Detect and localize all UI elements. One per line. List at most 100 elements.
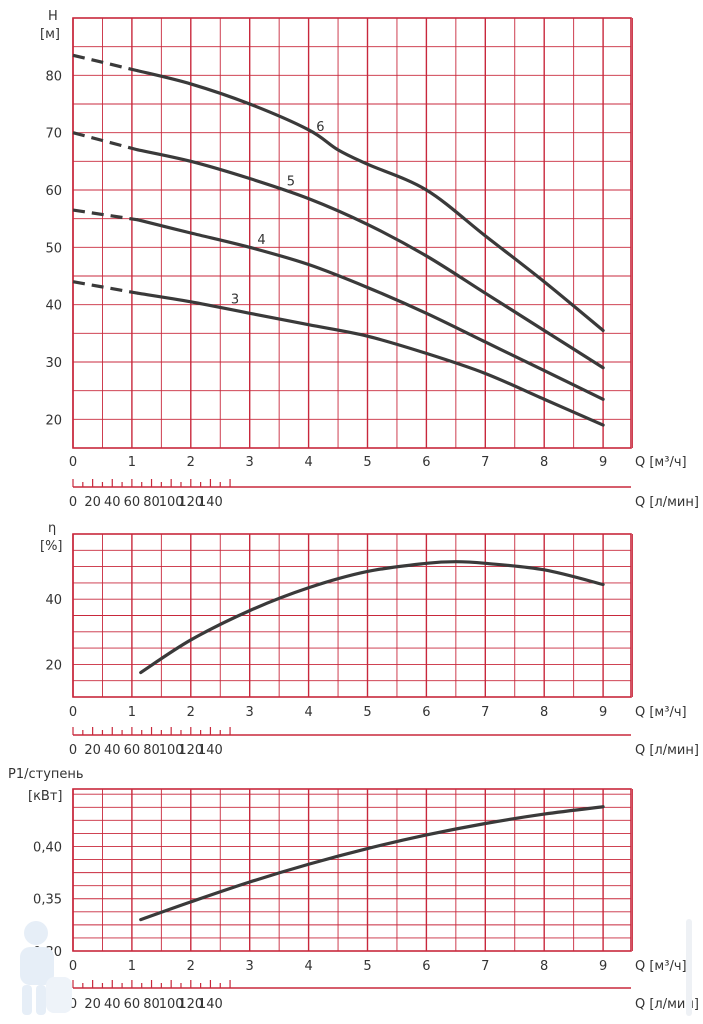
x-tick-label-m3h: 8 <box>540 705 548 720</box>
x-tick-label-lmin: 20 <box>84 997 101 1012</box>
y-tick-label: 30 <box>45 356 62 371</box>
series-label-3: 3 <box>231 292 239 307</box>
x-axis-label-lmin: Q [л/мин] <box>635 743 699 758</box>
x-tick-label-lmin: 100 <box>159 495 184 510</box>
chart-panel-power <box>72 788 633 989</box>
series-label-4: 4 <box>257 233 265 248</box>
series-dashed-extension <box>72 280 139 295</box>
y-axis-unit-label: [кВт] <box>28 789 63 804</box>
x-tick-label-lmin: 60 <box>124 495 141 510</box>
series-line <box>139 560 605 675</box>
y-axis-unit-label: [%] <box>40 539 63 554</box>
series-line-6 <box>136 69 605 333</box>
y-tick-label: 40 <box>45 593 62 608</box>
x-tick-label-lmin: 60 <box>124 743 141 758</box>
plot-frame <box>72 533 632 698</box>
x-tick-label-lmin: 120 <box>178 495 203 510</box>
x-tick-label-m3h: 5 <box>363 959 371 974</box>
series-dashed-extension <box>72 208 139 222</box>
x-tick-label-m3h: 0 <box>69 455 77 470</box>
y-tick-label: 70 <box>45 127 62 142</box>
x-axis-label-lmin: Q [л/мин] <box>635 495 699 510</box>
x-tick-label-m3h: 6 <box>422 455 430 470</box>
x-tick-label-lmin: 140 <box>198 743 223 758</box>
series-line-3 <box>136 291 605 427</box>
y-tick-label: 20 <box>45 413 62 428</box>
x-tick-label-m3h: 9 <box>599 705 607 720</box>
x-tick-label-m3h: 7 <box>481 455 489 470</box>
x-tick-label-lmin: 140 <box>198 997 223 1012</box>
x-tick-label-m3h: 3 <box>246 455 254 470</box>
y-tick-label: 60 <box>45 184 62 199</box>
y-tick-label: 50 <box>45 241 62 256</box>
y-tick-label: 80 <box>45 69 62 84</box>
x-tick-label-m3h: 4 <box>304 959 312 974</box>
x-tick-label-m3h: 8 <box>540 455 548 470</box>
chart-panel-efficiency <box>72 533 633 736</box>
y-tick-label: 40 <box>45 299 62 314</box>
series-dashed-extension <box>72 131 139 152</box>
x-tick-label-m3h: 7 <box>481 705 489 720</box>
x-axis-label-m3h: Q [м³/ч] <box>635 455 687 470</box>
series-line-4 <box>136 218 605 401</box>
x-tick-label-m3h: 9 <box>599 455 607 470</box>
x-tick-label-m3h: 1 <box>128 959 136 974</box>
x-tick-label-lmin: 80 <box>143 997 160 1012</box>
x-tick-label-m3h: 2 <box>187 705 195 720</box>
x-tick-label-m3h: 6 <box>422 959 430 974</box>
y-axis-label: H <box>48 9 58 24</box>
x-tick-label-lmin: 40 <box>104 743 121 758</box>
x-tick-label-lmin: 80 <box>143 495 160 510</box>
x-tick-label-lmin: 60 <box>124 997 141 1012</box>
x-tick-label-lmin: 20 <box>84 743 101 758</box>
x-tick-label-lmin: 80 <box>143 743 160 758</box>
x-tick-label-lmin: 120 <box>178 997 203 1012</box>
x-tick-label-m3h: 1 <box>128 705 136 720</box>
x-tick-label-lmin: 120 <box>178 743 203 758</box>
x-tick-label-lmin: 0 <box>69 997 77 1012</box>
x-axis-label-lmin: Q [л/мин] <box>635 997 699 1012</box>
y-tick-label: 0,35 <box>33 893 62 908</box>
series-line-5 <box>136 148 605 370</box>
plumber-mascot-logo <box>20 921 72 1015</box>
x-tick-label-m3h: 5 <box>363 705 371 720</box>
x-tick-label-m3h: 0 <box>69 705 77 720</box>
plot-frame <box>72 17 632 449</box>
series-label-5: 5 <box>287 175 295 190</box>
x-tick-label-m3h: 9 <box>599 959 607 974</box>
x-tick-label-lmin: 40 <box>104 997 121 1012</box>
series-label-6: 6 <box>316 120 324 135</box>
x-tick-label-m3h: 4 <box>304 705 312 720</box>
x-tick-label-m3h: 3 <box>246 705 254 720</box>
x-tick-label-m3h: 2 <box>187 455 195 470</box>
x-tick-label-m3h: 8 <box>540 959 548 974</box>
x-tick-label-m3h: 7 <box>481 959 489 974</box>
x-tick-label-m3h: 4 <box>304 455 312 470</box>
y-axis-label: P1/ступень <box>8 767 84 782</box>
x-tick-label-lmin: 0 <box>69 495 77 510</box>
x-tick-label-lmin: 40 <box>104 495 121 510</box>
x-tick-label-lmin: 100 <box>159 743 184 758</box>
x-tick-label-m3h: 3 <box>246 959 254 974</box>
x-tick-label-lmin: 100 <box>159 997 184 1012</box>
x-tick-label-m3h: 0 <box>69 959 77 974</box>
y-axis-unit-label: [м] <box>40 27 60 42</box>
x-axis-label-m3h: Q [м³/ч] <box>635 705 687 720</box>
y-tick-label: 20 <box>45 658 62 673</box>
chart-panel-head <box>72 17 633 488</box>
y-axis-label: η <box>48 521 56 536</box>
x-tick-label-lmin: 140 <box>198 495 223 510</box>
x-tick-label-m3h: 6 <box>422 705 430 720</box>
x-axis-label-m3h: Q [м³/ч] <box>635 959 687 974</box>
x-tick-label-lmin: 0 <box>69 743 77 758</box>
plot-frame <box>72 788 632 952</box>
x-tick-label-m3h: 5 <box>363 455 371 470</box>
y-tick-label: 0,40 <box>33 840 62 855</box>
series-dashed-extension <box>72 53 139 73</box>
vertical-site-watermark <box>686 919 692 1016</box>
x-tick-label-m3h: 2 <box>187 959 195 974</box>
series-line <box>139 805 605 922</box>
x-tick-label-m3h: 1 <box>128 455 136 470</box>
x-tick-label-lmin: 20 <box>84 495 101 510</box>
